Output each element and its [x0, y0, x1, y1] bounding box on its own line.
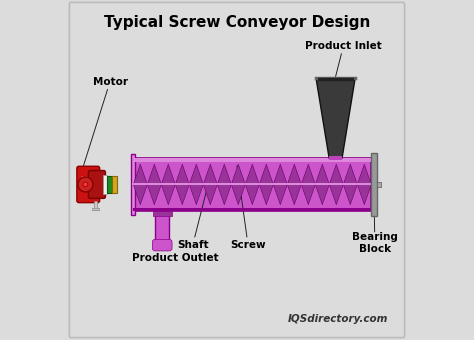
- Text: Typical Screw Conveyor Design: Typical Screw Conveyor Design: [104, 15, 370, 30]
- Text: Motor: Motor: [82, 76, 128, 169]
- Bar: [103, 175, 107, 194]
- FancyBboxPatch shape: [89, 171, 105, 198]
- Polygon shape: [189, 164, 203, 184]
- Polygon shape: [357, 184, 371, 205]
- Bar: [371, 153, 377, 216]
- Polygon shape: [287, 164, 301, 184]
- FancyBboxPatch shape: [69, 2, 405, 338]
- Polygon shape: [316, 78, 355, 158]
- Polygon shape: [161, 184, 175, 205]
- Bar: [155, 211, 169, 248]
- Polygon shape: [329, 184, 343, 205]
- Polygon shape: [133, 184, 147, 205]
- Bar: [329, 156, 342, 160]
- Polygon shape: [315, 164, 329, 184]
- Bar: [377, 182, 381, 187]
- Polygon shape: [246, 164, 259, 184]
- Polygon shape: [357, 164, 371, 184]
- Polygon shape: [231, 164, 246, 184]
- Polygon shape: [329, 164, 343, 184]
- Polygon shape: [147, 184, 161, 205]
- Polygon shape: [343, 184, 357, 205]
- Polygon shape: [301, 184, 315, 205]
- Polygon shape: [343, 164, 357, 184]
- Polygon shape: [133, 164, 147, 184]
- Text: Screw: Screw: [230, 166, 266, 250]
- Polygon shape: [259, 184, 273, 205]
- Polygon shape: [273, 184, 287, 205]
- Bar: [112, 175, 117, 193]
- Bar: [133, 208, 371, 211]
- Bar: [92, 208, 99, 210]
- FancyBboxPatch shape: [77, 166, 100, 203]
- Circle shape: [83, 182, 88, 187]
- Polygon shape: [217, 164, 231, 184]
- Text: Bearing
Block: Bearing Block: [352, 232, 398, 254]
- Text: IQSdirectory.com: IQSdirectory.com: [288, 314, 388, 324]
- Text: Product Inlet: Product Inlet: [305, 41, 382, 76]
- Polygon shape: [315, 184, 329, 205]
- Bar: [133, 158, 371, 162]
- Polygon shape: [175, 164, 189, 184]
- FancyBboxPatch shape: [152, 239, 172, 251]
- Polygon shape: [189, 184, 203, 205]
- Polygon shape: [217, 184, 231, 205]
- Polygon shape: [287, 184, 301, 205]
- Bar: [153, 211, 172, 216]
- Circle shape: [78, 177, 93, 192]
- Polygon shape: [147, 164, 161, 184]
- Polygon shape: [203, 184, 217, 205]
- Polygon shape: [273, 164, 287, 184]
- Text: Shaft: Shaft: [177, 184, 209, 250]
- Bar: [130, 154, 135, 215]
- Text: Product Outlet: Product Outlet: [132, 245, 218, 264]
- Bar: [107, 176, 112, 192]
- Polygon shape: [161, 164, 175, 184]
- Polygon shape: [259, 164, 273, 184]
- Polygon shape: [175, 184, 189, 205]
- Polygon shape: [301, 164, 315, 184]
- Polygon shape: [231, 184, 246, 205]
- Bar: [93, 201, 97, 210]
- Polygon shape: [246, 184, 259, 205]
- Bar: [133, 158, 371, 211]
- Polygon shape: [203, 164, 217, 184]
